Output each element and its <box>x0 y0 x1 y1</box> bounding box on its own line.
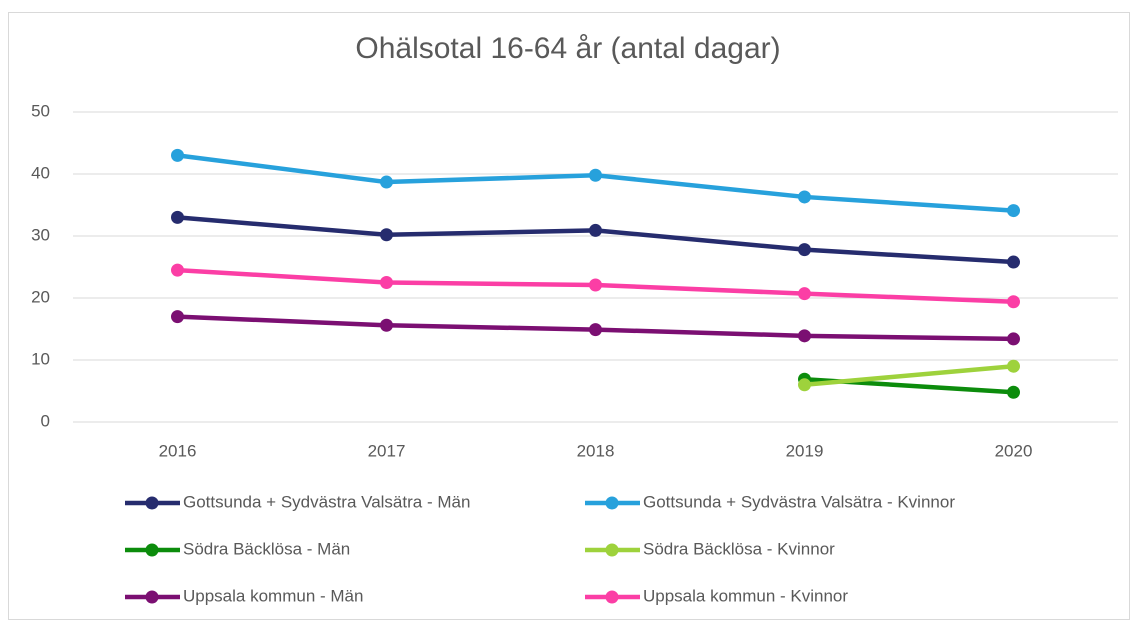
y-tick-label: 10 <box>31 349 50 368</box>
y-tick-label: 0 <box>41 411 50 430</box>
legend-marker <box>145 590 159 604</box>
data-point <box>798 329 811 343</box>
data-point <box>1007 255 1020 269</box>
data-point <box>589 278 602 292</box>
legend-marker <box>145 543 159 557</box>
legend-marker <box>605 496 619 510</box>
x-tick-label: 2018 <box>577 441 615 460</box>
legend-label: Södra Bäcklösa - Kvinnor <box>643 539 835 558</box>
data-point <box>589 168 602 182</box>
x-tick-label: 2020 <box>995 441 1033 460</box>
x-tick-label: 2017 <box>368 441 406 460</box>
x-tick-label: 2019 <box>786 441 824 460</box>
data-point <box>798 287 811 301</box>
legend-label: Gottsunda + Sydvästra Valsätra - Kvinnor <box>643 492 955 511</box>
data-point <box>380 175 393 189</box>
data-point <box>171 210 184 224</box>
legend-label: Södra Bäcklösa - Män <box>183 539 350 558</box>
data-point <box>1007 385 1020 399</box>
data-point <box>380 318 393 332</box>
data-point <box>589 223 602 237</box>
data-point <box>171 263 184 277</box>
data-point <box>1007 332 1020 346</box>
data-point <box>589 323 602 337</box>
data-point <box>798 243 811 257</box>
legend-marker <box>605 543 619 557</box>
data-point <box>1007 204 1020 218</box>
y-tick-label: 50 <box>31 101 50 120</box>
data-point <box>1007 359 1020 373</box>
chart-title: Ohälsotal 16-64 år (antal dagar) <box>355 32 780 65</box>
x-tick-label: 2016 <box>159 441 197 460</box>
y-tick-label: 30 <box>31 225 50 244</box>
legend-marker <box>605 590 619 604</box>
legend-marker <box>145 496 159 510</box>
data-point <box>798 190 811 204</box>
data-point <box>171 310 184 324</box>
data-point <box>798 378 811 392</box>
data-point <box>1007 295 1020 309</box>
y-tick-label: 20 <box>31 287 50 306</box>
legend-label: Uppsala kommun - Kvinnor <box>643 586 848 605</box>
data-point <box>171 148 184 162</box>
legend-label: Gottsunda + Sydvästra Valsätra - Män <box>183 492 470 511</box>
data-point <box>380 228 393 242</box>
legend-label: Uppsala kommun - Män <box>183 586 363 605</box>
y-tick-label: 40 <box>31 163 50 182</box>
series-line <box>804 363 1014 388</box>
data-point <box>380 276 393 289</box>
